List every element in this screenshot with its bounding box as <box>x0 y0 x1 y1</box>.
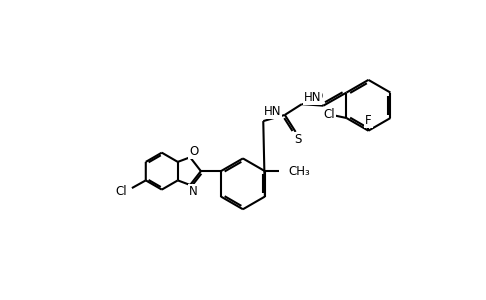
Text: CH₃: CH₃ <box>288 165 310 178</box>
Text: HN: HN <box>304 92 321 104</box>
Text: O: O <box>190 145 199 158</box>
Text: HN: HN <box>264 105 281 118</box>
Text: F: F <box>365 114 372 127</box>
Text: Cl: Cl <box>324 108 335 122</box>
Text: O: O <box>313 90 323 103</box>
Text: Cl: Cl <box>115 185 127 198</box>
Text: S: S <box>294 133 302 146</box>
Text: N: N <box>189 185 198 198</box>
